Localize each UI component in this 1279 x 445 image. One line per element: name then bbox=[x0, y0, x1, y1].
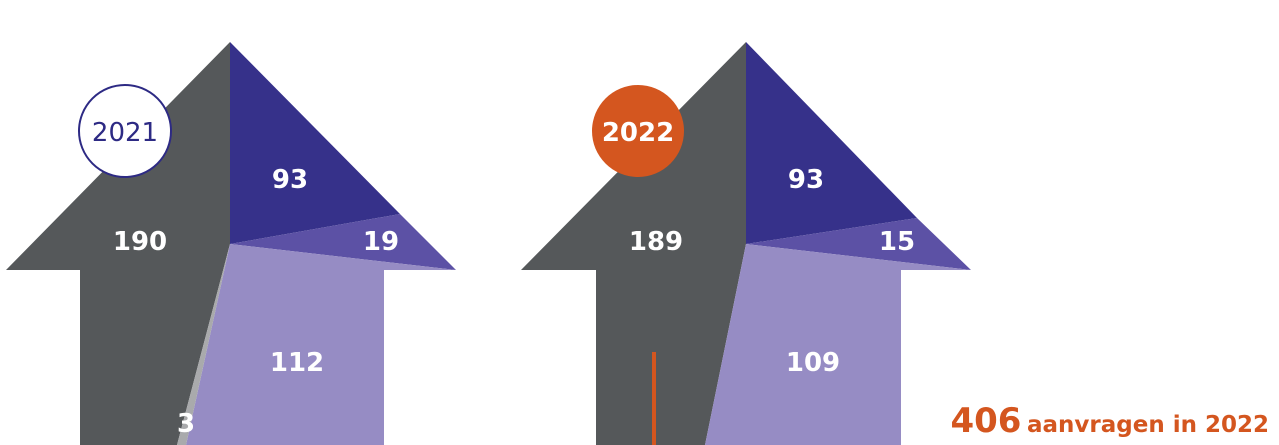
total-number: 406 bbox=[950, 401, 1022, 441]
label-2022-2: 93 bbox=[788, 165, 824, 195]
year-badge-2022 bbox=[592, 85, 684, 177]
slice-2022-1 bbox=[521, 42, 746, 445]
label-2021-4: 112 bbox=[270, 348, 324, 378]
year-label-2022: 2022 bbox=[602, 118, 674, 148]
total-summary: 406 aanvragen in 2022 bbox=[950, 401, 1269, 441]
slice-2022-4 bbox=[705, 244, 971, 445]
slice-2021-1 bbox=[6, 42, 230, 445]
slice-2021-4 bbox=[186, 244, 456, 445]
house-2021: 190 93 19 112 3 2021 bbox=[6, 42, 456, 445]
label-2021-2: 93 bbox=[272, 165, 308, 195]
label-2021-1: 190 bbox=[113, 227, 167, 257]
total-text: aanvragen in 2022 bbox=[1027, 412, 1269, 438]
year-badge-2021 bbox=[78, 84, 172, 178]
label-2021-3: 19 bbox=[363, 227, 399, 257]
label-2021-5: 3 bbox=[177, 409, 195, 439]
slice-2021-3 bbox=[230, 214, 456, 270]
label-2022-1: 189 bbox=[629, 227, 683, 257]
house-2022: 189 93 15 109 2022 bbox=[521, 42, 971, 445]
slice-2021-2 bbox=[230, 42, 400, 244]
slice-2021-5 bbox=[177, 244, 230, 445]
year-label-2021: 2021 bbox=[92, 118, 158, 148]
slice-2022-3 bbox=[746, 218, 971, 270]
label-2022-3: 15 bbox=[879, 227, 915, 257]
slice-2022-2 bbox=[746, 42, 917, 244]
label-2022-4: 109 bbox=[786, 348, 840, 378]
